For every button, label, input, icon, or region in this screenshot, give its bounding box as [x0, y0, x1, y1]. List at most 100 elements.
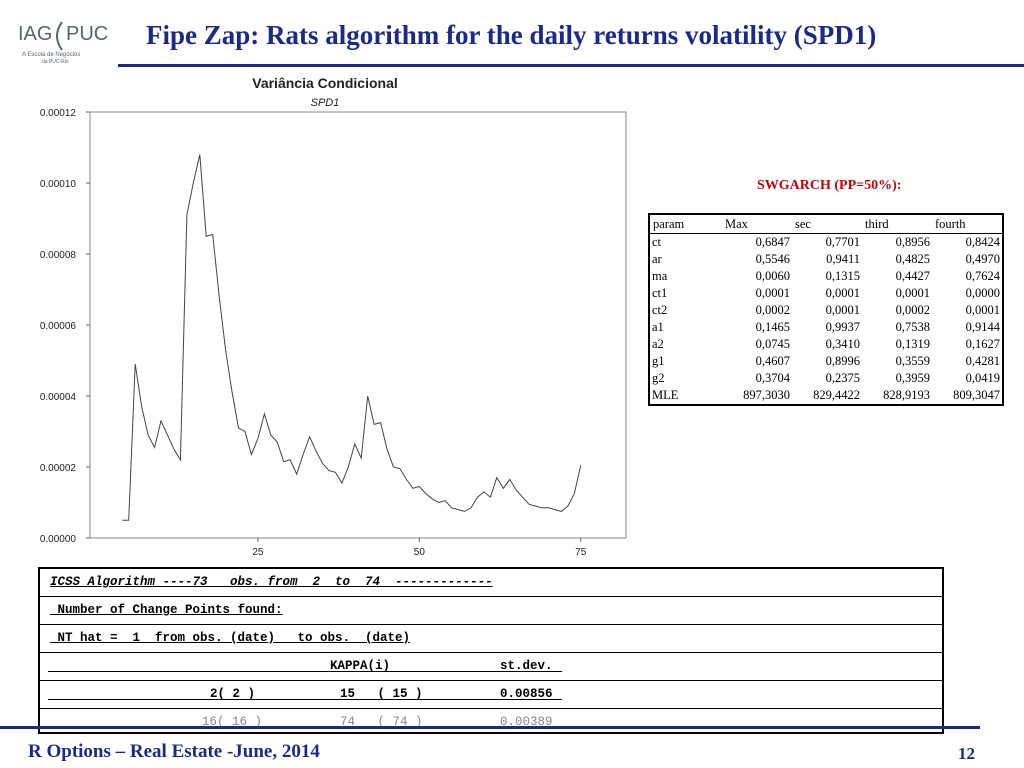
icss-row-header: ICSS Algorithm ----73 obs. from 2 to 74 …	[40, 569, 942, 597]
table-cell: 0,7624	[965, 269, 1000, 283]
chart-title: Variância Condicional	[252, 75, 398, 91]
header-divider	[118, 64, 1024, 67]
table-cell: 0,0000	[965, 286, 1000, 300]
icss-row-columns: KAPPA(i) st.dev.	[40, 653, 942, 681]
chart-subtitle: SPD1	[311, 97, 340, 109]
table-cell: 0,0001	[755, 286, 790, 300]
table-cell: 0,9411	[826, 252, 860, 266]
table-cell: 0,2375	[825, 371, 860, 385]
regime-1-value: 0.00856	[500, 687, 553, 701]
table-cell: 0,4970	[965, 252, 1000, 266]
swgarch-table: param Max sec third fourth ct 0,6847 0,7701 0,8…	[648, 213, 1004, 406]
swgarch-title: SWGARCH (PP=50%):	[757, 178, 902, 193]
slide-title: Fipe Zap: Rats algorithm for the daily r…	[146, 20, 877, 50]
table-header-cell: param	[649, 214, 722, 234]
table-row: g1 0,4607 0,8996 0,3559 0,4281	[649, 353, 1003, 370]
table-cell: 0,0001	[895, 286, 930, 300]
table-cell: 0,0060	[755, 269, 790, 283]
table-row: a1 0,1465 0,9937 0,7538 0,9144	[649, 319, 1003, 336]
row-underline	[48, 671, 562, 672]
icss-algorithm-line: ICSS Algorithm ----73 obs. from 2 to 74 …	[50, 575, 493, 589]
x-tick-label: 50	[414, 547, 426, 558]
table-row: ma 0,0060 0,1315 0,4427 0,7624	[649, 268, 1003, 285]
table-row: ct 0,6847 0,7701 0,8956 0,8424	[649, 234, 1003, 252]
table-cell: 0,0745	[755, 337, 790, 351]
table-cell: 809,3047	[953, 388, 1000, 402]
table-cell: ct1	[652, 286, 668, 300]
table-row: ar 0,5546 0,9411 0,4825 0,4970	[649, 251, 1003, 268]
table-cell: 0,0002	[755, 303, 790, 317]
iag-puc-logo: IAG PUC A Escola de Negócios da PUC-Rio	[18, 21, 108, 65]
table-cell: ma	[652, 269, 668, 283]
table-header-cell: sec	[792, 214, 862, 234]
icss-row-nt: NT hat = 1 from obs. (date) to obs. (dat…	[40, 625, 942, 653]
table-header-cell: Max	[722, 214, 792, 234]
table-cell: 0,1465	[755, 320, 790, 334]
table-row: g2 0,3704 0,2375 0,3959 0,0419	[649, 370, 1003, 387]
table-cell: MLE	[652, 388, 679, 402]
table-cell: 828,9193	[883, 388, 930, 402]
row-underline	[48, 699, 562, 700]
logo-subtitle-1: A Escola de Negócios	[22, 52, 80, 58]
table-cell: 0,7538	[895, 320, 930, 334]
logo-text-left: IAG	[18, 23, 52, 45]
x-tick-label: 75	[575, 547, 587, 558]
table-cell: 0,9144	[965, 320, 1000, 334]
table-row: ct2 0,0002 0,0001 0,0002 0,0001	[649, 302, 1003, 319]
table-cell: 0,0002	[895, 303, 930, 317]
table-cell: 0,6847	[755, 235, 790, 249]
regime-2-index: 16( 16 )	[202, 715, 263, 729]
table-cell: 0,0001	[825, 286, 860, 300]
table-cell: 0,4427	[895, 269, 930, 283]
y-tick-label: 0.00012	[40, 108, 77, 119]
table-cell: 0,7701	[825, 235, 860, 249]
plot-frame	[89, 111, 627, 539]
footer-text: R Options – Real Estate -June, 2014	[28, 741, 320, 762]
logo-arc-icon	[56, 21, 63, 51]
table-cell: g1	[652, 354, 665, 368]
table-cell: 0,4607	[755, 354, 790, 368]
table-cell: 0,8996	[825, 354, 860, 368]
table-cell: 0,4281	[965, 354, 1000, 368]
table-cell: 0,1627	[965, 337, 1000, 351]
table-cell: 829,4422	[813, 388, 860, 402]
table-cell: 0,1319	[895, 337, 930, 351]
table-row: a2 0,0745 0,3410 0,1319 0,1627	[649, 336, 1003, 353]
table-cell: 0,3959	[895, 371, 930, 385]
y-tick-label: 0.00004	[40, 392, 77, 403]
table-cell: g2	[652, 371, 665, 385]
logo-text-right: PUC	[66, 23, 108, 45]
table-cell: 0,3410	[825, 337, 860, 351]
icss-output-box: ICSS Algorithm ----73 obs. from 2 to 74 …	[38, 567, 944, 734]
table-cell: 0,3704	[755, 371, 790, 385]
logo-subtitle-2: da PUC-Rio	[42, 59, 69, 65]
table-cell: 0,3559	[895, 354, 930, 368]
conditional-variance-chart: Variância Condicional SPD1 0.00012 0.0001…	[40, 75, 627, 558]
series-line	[122, 154, 582, 521]
icss-row-count: Number of Change Points found:	[40, 597, 942, 625]
icss-row-regime-1: 2( 2 ) 15 ( 15 ) 0.00856	[40, 681, 942, 709]
table-cell: 0,5546	[755, 252, 790, 266]
table-cell: 0,8424	[965, 235, 1000, 249]
regime-2-value: 0.00389	[500, 715, 553, 729]
table-cell: ct	[652, 235, 662, 249]
table-cell: 0,9937	[825, 320, 860, 334]
table-cell: 0,1315	[825, 269, 860, 283]
table-cell: 897,3030	[743, 388, 790, 402]
kappa-header: KAPPA(i)	[330, 659, 391, 673]
icss-row-regime-2: 16( 16 ) 74 ( 74 ) 0.00389	[40, 709, 942, 733]
table-row: MLE 897,3030 829,4422 828,9193 809,3047	[649, 387, 1003, 405]
y-tick-label: 0.00002	[40, 463, 77, 474]
table-cell: 0,4825	[895, 252, 930, 266]
table-header-cell: fourth	[932, 214, 1003, 234]
x-tick-label: 25	[252, 547, 264, 558]
table-cell: a2	[652, 337, 664, 351]
table-cell: ct2	[652, 303, 668, 317]
y-tick-label: 0.00010	[40, 179, 77, 190]
table-cell: ar	[652, 252, 662, 266]
stdev-header: st.dev.	[500, 659, 553, 673]
page-number: 12	[958, 744, 975, 763]
icss-change-points-line: Number of Change Points found:	[50, 603, 283, 617]
table-cell: a1	[652, 320, 664, 334]
table-cell: 0,0419	[965, 371, 1000, 385]
